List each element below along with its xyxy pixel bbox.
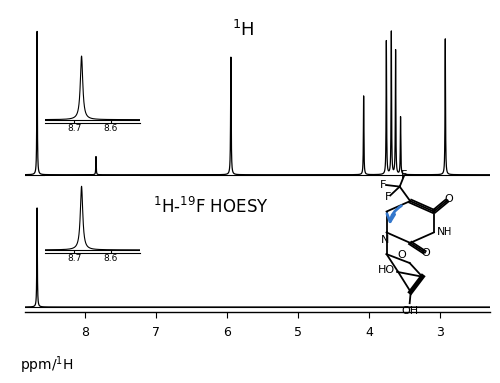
Text: F: F <box>380 180 386 190</box>
Text: N: N <box>437 228 446 237</box>
Text: $^{1}$H-$^{19}$F HOESY: $^{1}$H-$^{19}$F HOESY <box>153 197 269 217</box>
Text: $^{1}$H: $^{1}$H <box>232 20 254 41</box>
Text: O: O <box>444 195 453 205</box>
Text: N: N <box>382 235 390 246</box>
Text: F: F <box>385 192 392 202</box>
Text: F: F <box>400 170 407 180</box>
Text: ppm/$^{1}$H: ppm/$^{1}$H <box>20 354 74 376</box>
Text: HO: HO <box>378 265 395 275</box>
Text: O: O <box>422 248 430 259</box>
Text: OH: OH <box>401 306 418 316</box>
Text: O: O <box>397 250 406 260</box>
Text: H: H <box>444 227 452 237</box>
